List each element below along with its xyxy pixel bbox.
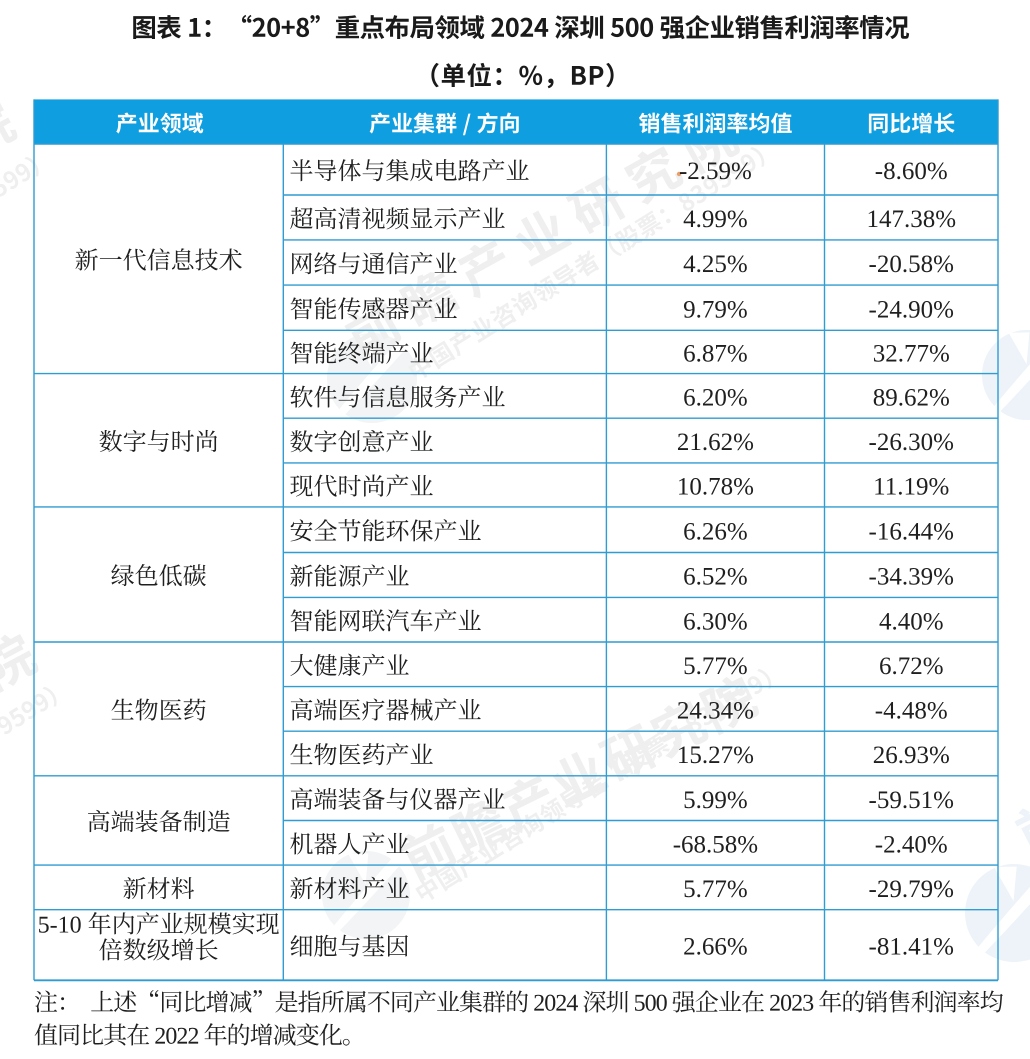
svg-text:-8.60%: -8.60% bbox=[875, 158, 948, 185]
svg-text:26.93%: 26.93% bbox=[873, 742, 950, 769]
svg-text:-16.44%: -16.44% bbox=[869, 518, 954, 545]
svg-text:-2.40%: -2.40% bbox=[875, 832, 948, 859]
svg-text:6.26%: 6.26% bbox=[683, 518, 748, 545]
svg-text:-34.39%: -34.39% bbox=[869, 564, 954, 591]
svg-text:6.20%: 6.20% bbox=[683, 385, 748, 412]
svg-text:4.99%: 4.99% bbox=[683, 206, 748, 233]
svg-text:5.99%: 5.99% bbox=[683, 787, 748, 814]
svg-text:24.34%: 24.34% bbox=[677, 698, 754, 725]
svg-text:21.62%: 21.62% bbox=[677, 429, 754, 456]
svg-text:15.27%: 15.27% bbox=[677, 742, 754, 769]
svg-text:89.62%: 89.62% bbox=[873, 385, 950, 412]
svg-text:4.25%: 4.25% bbox=[683, 251, 748, 278]
svg-text:5.77%: 5.77% bbox=[683, 876, 748, 903]
svg-text:2.66%: 2.66% bbox=[683, 934, 748, 961]
svg-text:6.72%: 6.72% bbox=[879, 653, 944, 680]
svg-text:147.38%: 147.38% bbox=[866, 206, 956, 233]
svg-text:-2.59%: -2.59% bbox=[679, 158, 752, 185]
svg-text:-4.48%: -4.48% bbox=[875, 698, 948, 725]
svg-text:-68.58%: -68.58% bbox=[673, 832, 758, 859]
svg-text:-26.30%: -26.30% bbox=[869, 429, 954, 456]
svg-text:6.30%: 6.30% bbox=[683, 608, 748, 635]
svg-text:-29.79%: -29.79% bbox=[869, 876, 954, 903]
svg-text:11.19%: 11.19% bbox=[873, 474, 949, 501]
svg-text:9.79%: 9.79% bbox=[683, 296, 748, 323]
svg-text:-81.41%: -81.41% bbox=[869, 934, 954, 961]
svg-text:32.77%: 32.77% bbox=[873, 341, 950, 368]
svg-text:10.78%: 10.78% bbox=[677, 474, 754, 501]
svg-text:-20.58%: -20.58% bbox=[869, 251, 954, 278]
svg-text:-24.90%: -24.90% bbox=[869, 296, 954, 323]
svg-text:5.77%: 5.77% bbox=[683, 653, 748, 680]
svg-text:6.52%: 6.52% bbox=[683, 564, 748, 591]
svg-text:-59.51%: -59.51% bbox=[869, 787, 954, 814]
svg-text:4.40%: 4.40% bbox=[879, 608, 944, 635]
svg-text:6.87%: 6.87% bbox=[683, 341, 748, 368]
